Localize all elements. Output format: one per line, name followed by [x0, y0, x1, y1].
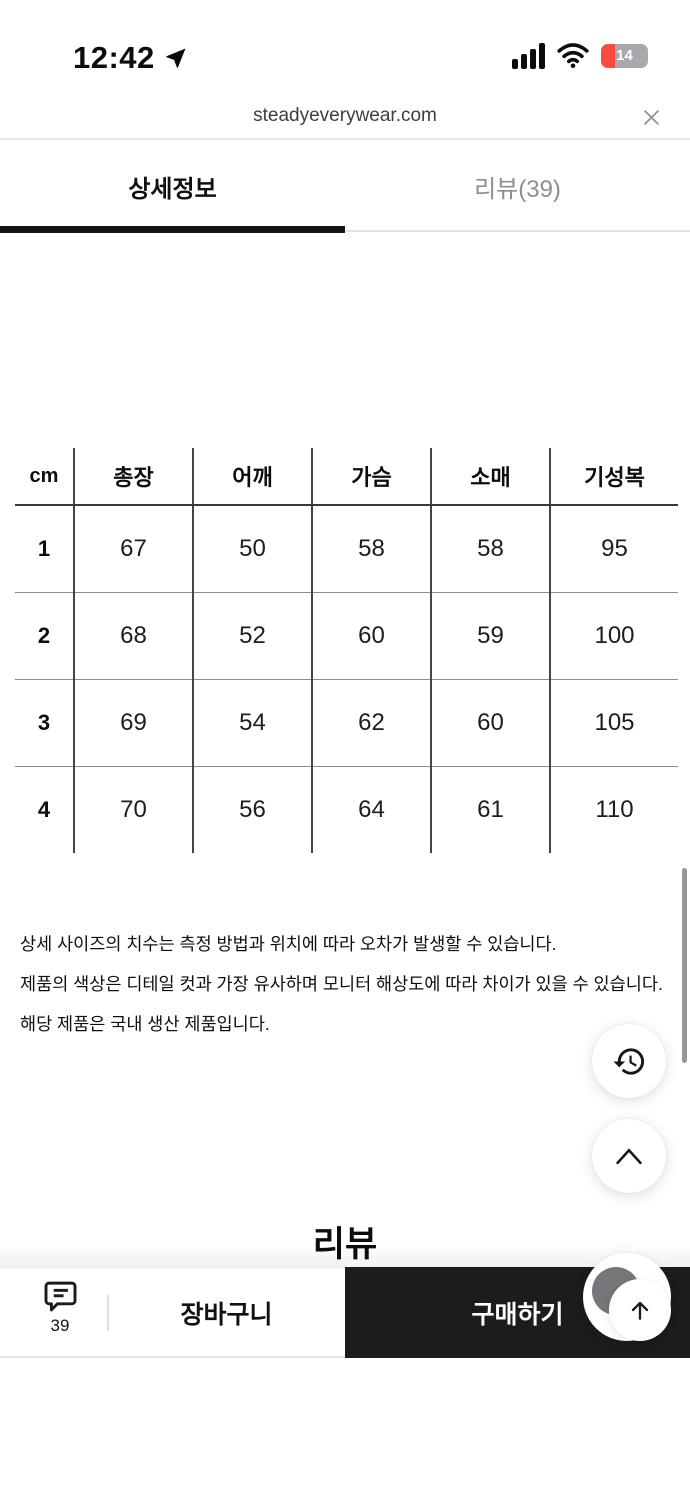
- cell: 54: [192, 678, 312, 766]
- history-clock-icon: [612, 1047, 644, 1075]
- col-chest: 가슴: [311, 448, 431, 506]
- tab-bottom-divider: [0, 230, 690, 232]
- close-icon[interactable]: [634, 100, 668, 134]
- cell: 69: [73, 678, 193, 766]
- cell: 105: [549, 678, 678, 766]
- cell: 58: [430, 505, 550, 592]
- status-right: 14: [512, 42, 648, 69]
- status-left: 12:42: [73, 40, 188, 76]
- cell: 67: [73, 505, 193, 592]
- cell: 59: [430, 591, 550, 679]
- note-color: 제품의 색상은 디테일 컷과 가장 유사하며 모니터 해상도에 따라 차이가 있…: [20, 974, 663, 994]
- size-table-unit: cm: [15, 448, 74, 506]
- action-bar-shadow: [0, 1239, 690, 1267]
- chat-count: 39: [50, 1316, 70, 1335]
- row-label: 3: [15, 678, 74, 766]
- cell: 95: [549, 505, 678, 592]
- battery-fill: [601, 43, 615, 68]
- product-action-bar: 39 장바구니 구매하기: [0, 1267, 690, 1358]
- note-measurement: 상세 사이즈의 치수는 측정 방법과 위치에 따라 오차가 발생할 수 있습니다…: [20, 934, 557, 954]
- cell: 110: [549, 765, 678, 853]
- cell: 52: [192, 591, 312, 679]
- table-row: 3 69 54 62 60 105: [15, 678, 678, 766]
- cell: 64: [311, 765, 431, 853]
- chat-bubble-icon: [44, 1281, 76, 1312]
- table-row: 4 70 56 64 61 110: [15, 765, 678, 853]
- cell: 70: [73, 765, 193, 853]
- page-top-button[interactable]: [609, 1279, 671, 1341]
- cell: 100: [549, 591, 678, 679]
- size-table-header-row: cm 총장 어깨 가슴 소매 기성복: [15, 448, 678, 506]
- cell: 56: [192, 765, 312, 853]
- action-bar-divider: [107, 1295, 109, 1331]
- chevron-up-icon: [616, 1148, 642, 1165]
- clock-time: 12:42: [73, 40, 155, 75]
- note-domestic: 해당 제품은 국내 생산 제품입니다.: [20, 1014, 270, 1034]
- url-bar[interactable]: steadyeverywear.com: [0, 94, 690, 140]
- scrollbar[interactable]: [682, 868, 687, 1063]
- battery-percent: 14: [616, 47, 633, 64]
- row-label: 4: [15, 765, 74, 853]
- cell: 50: [192, 505, 312, 592]
- cellular-signal-icon: [512, 42, 545, 69]
- cell: 61: [430, 765, 550, 853]
- cell: 60: [311, 591, 431, 679]
- cell: 68: [73, 591, 193, 679]
- tab-bar: 상세정보 리뷰(39): [0, 140, 690, 232]
- tab-reviews[interactable]: 리뷰(39): [474, 175, 561, 203]
- active-tab-underline: [0, 226, 345, 233]
- location-arrow-icon: [163, 46, 188, 71]
- col-ready-made: 기성복: [549, 448, 678, 506]
- wifi-icon: [556, 42, 590, 69]
- chat-inquiry-button[interactable]: 39: [30, 1280, 90, 1348]
- col-sleeve: 소매: [430, 448, 550, 506]
- size-table: cm 총장 어깨 가슴 소매 기성복 1 67 50 58 58 95 2 68…: [15, 448, 678, 853]
- col-shoulder: 어깨: [192, 448, 312, 506]
- add-to-cart-button[interactable]: 장바구니: [180, 1300, 273, 1329]
- browser-nav-bar: N: [0, 1360, 690, 1448]
- row-label: 1: [37, 535, 51, 561]
- review-section-heading: 리뷰: [0, 1216, 690, 1267]
- row-label: 2: [15, 591, 74, 679]
- tab-detail-info[interactable]: 상세정보: [128, 175, 217, 203]
- cell: 62: [311, 678, 431, 766]
- product-notes: 상세 사이즈의 치수는 측정 방법과 위치에 따라 오차가 발생할 수 있습니다…: [20, 932, 670, 1052]
- scroll-top-button[interactable]: [592, 1119, 666, 1193]
- battery-icon: 14: [601, 43, 648, 68]
- cell: 60: [430, 678, 550, 766]
- url-text[interactable]: steadyeverywear.com: [253, 105, 437, 126]
- arrow-up-icon: [631, 1301, 649, 1320]
- recent-history-button[interactable]: [592, 1024, 666, 1098]
- table-row: 2 68 52 60 59 100: [15, 591, 678, 679]
- table-row: 1 67 50 58 58 95: [15, 505, 678, 592]
- status-bar: 12:42 14: [0, 0, 690, 92]
- cell: 58: [311, 505, 431, 592]
- col-total-length: 총장: [73, 448, 193, 506]
